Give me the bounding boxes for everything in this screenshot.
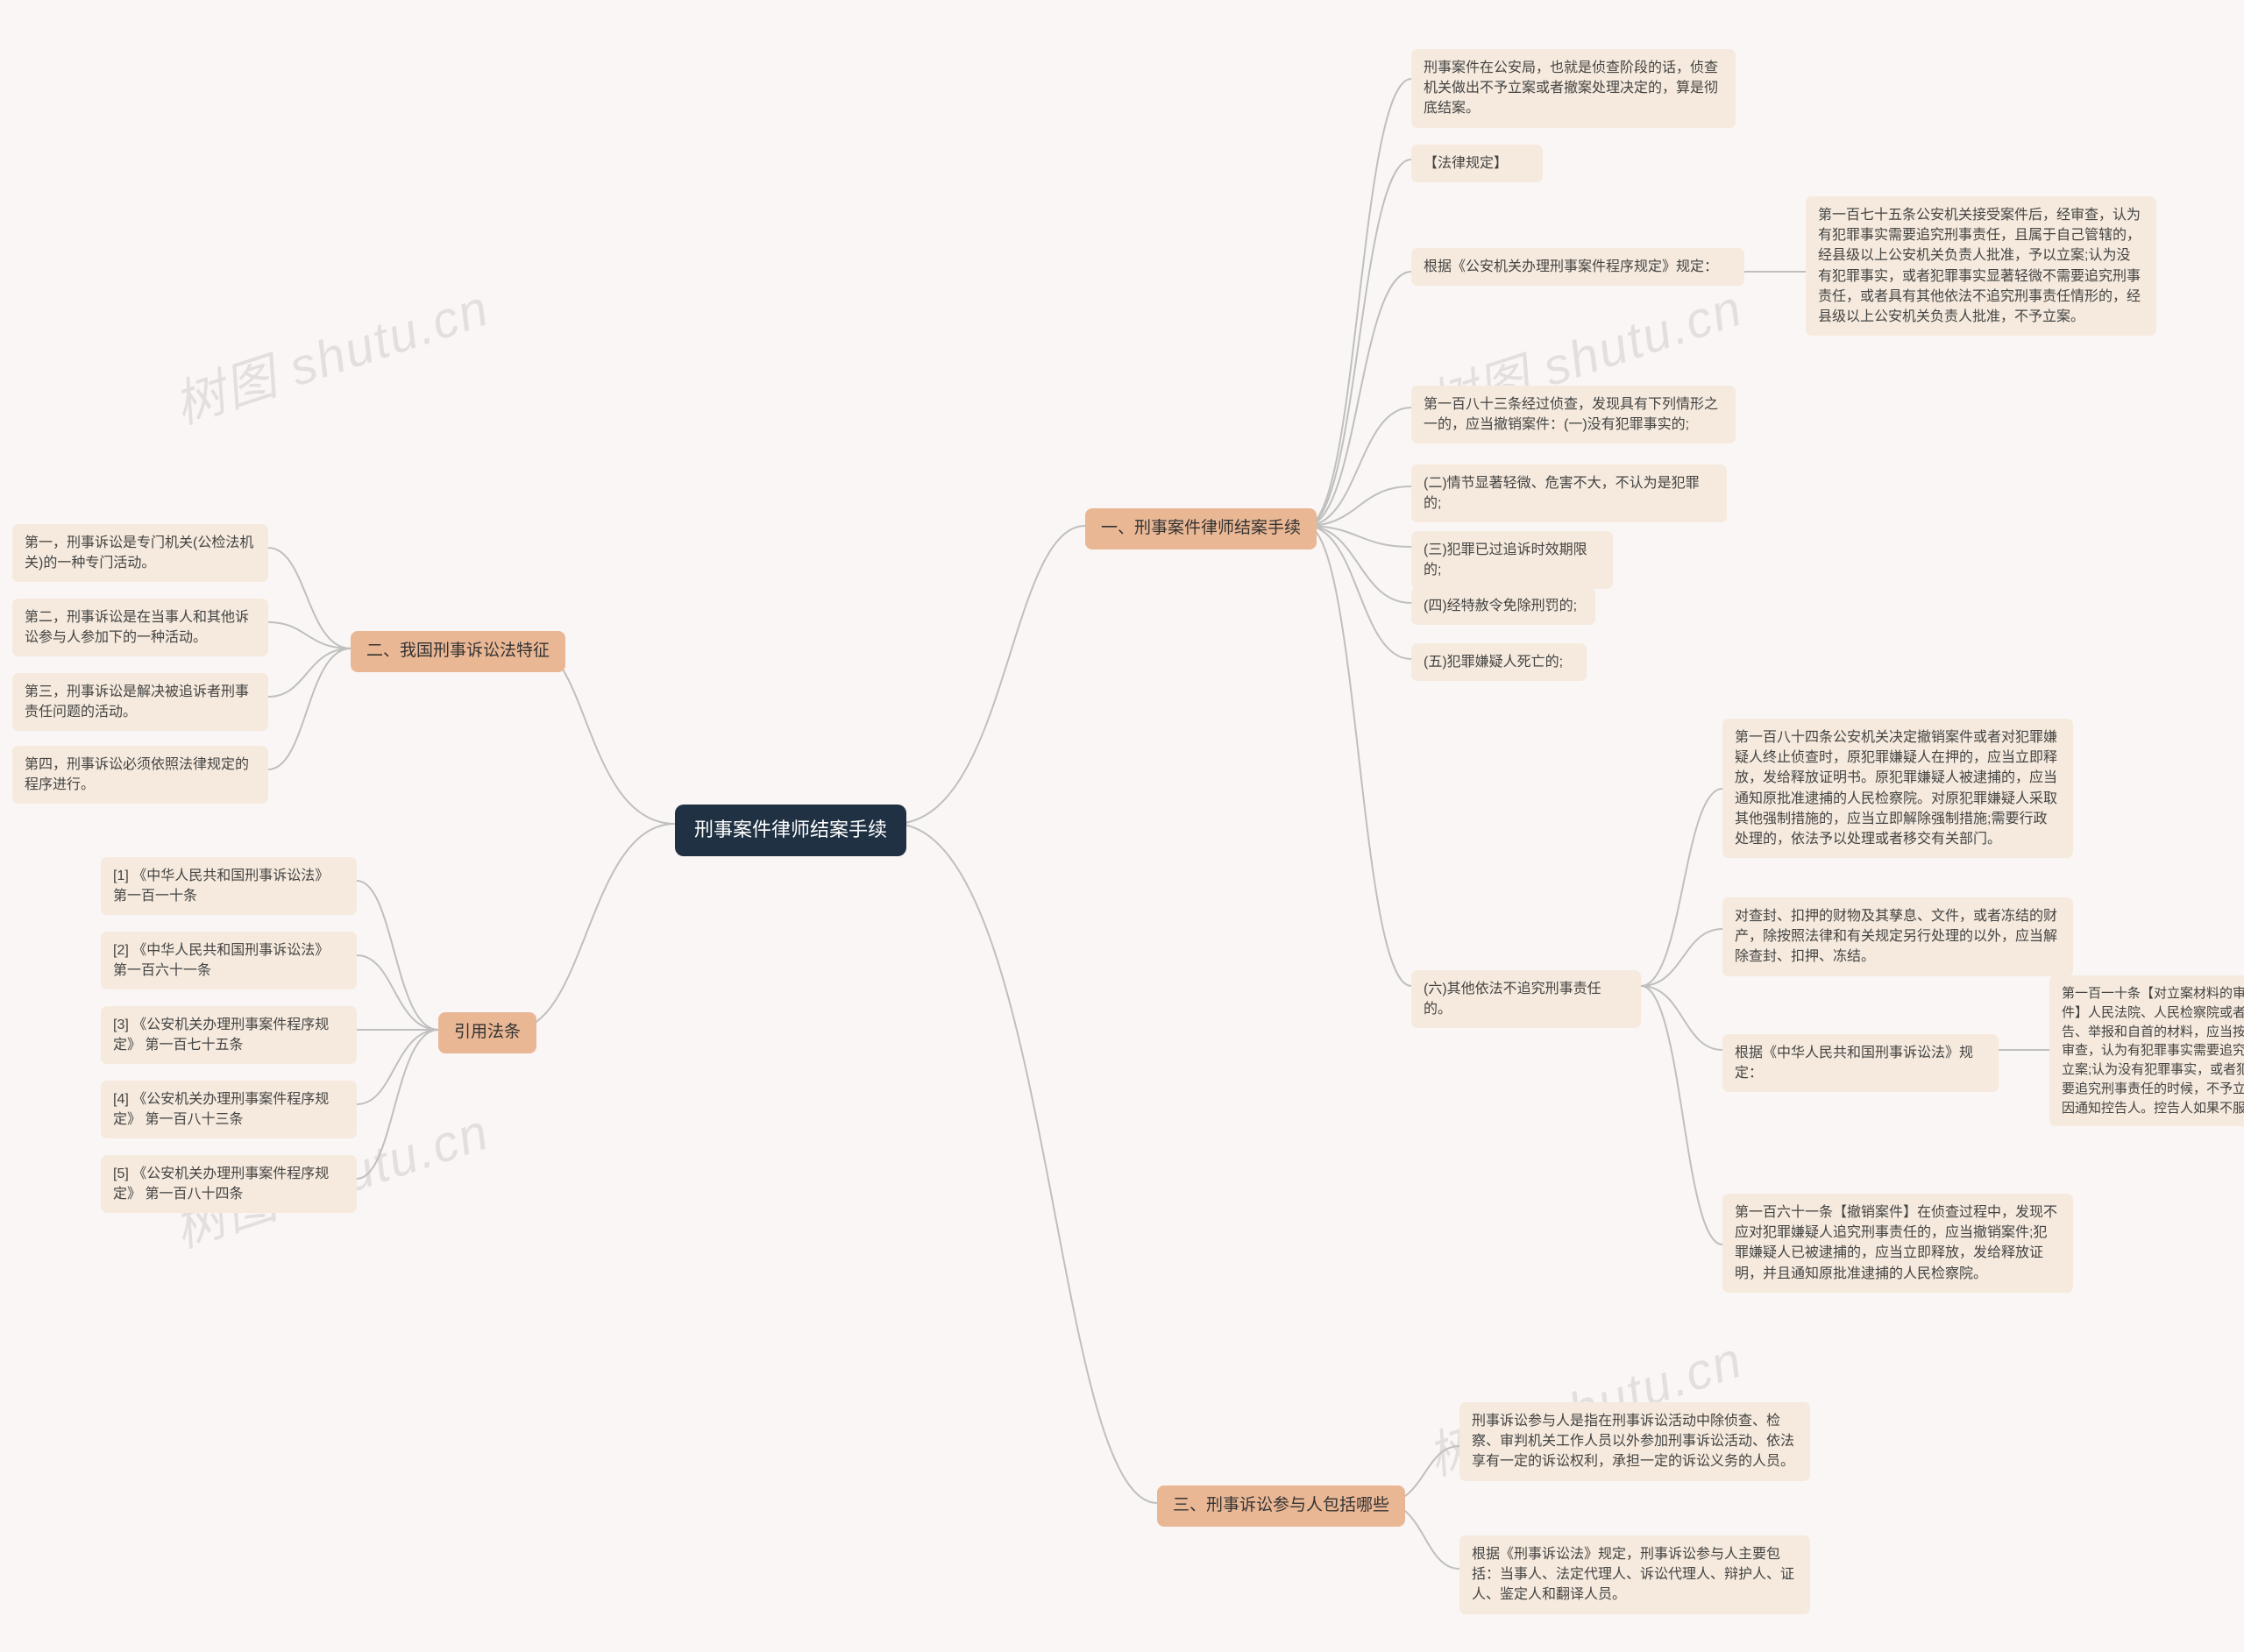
leaf-b1-c4[interactable]: 第一百八十三条经过侦查，发现具有下列情形之一的，应当撤销案件：(一)没有犯罪事实…: [1411, 386, 1736, 443]
leaf-text: 第三，刑事诉讼是解决被追诉者刑事责任问题的活动。: [25, 682, 256, 722]
leaf-text: [4] 《公安机关办理刑事案件程序规定》 第一百八十三条: [113, 1089, 344, 1130]
branch-b3-label: 三、刑事诉讼参与人包括哪些: [1173, 1494, 1389, 1518]
leaf-b1-c9a[interactable]: 第一百八十四条公安机关决定撤销案件或者对犯罪嫌疑人终止侦查时，原犯罪嫌疑人在押的…: [1722, 719, 2073, 858]
leaf-b1-c9[interactable]: (六)其他依法不追究刑事责任的。: [1411, 970, 1641, 1028]
branch-b4[interactable]: 引用法条: [438, 1012, 536, 1053]
leaf-b3-f1[interactable]: 刑事诉讼参与人是指在刑事诉讼活动中除侦查、检察、审判机关工作人员以外参加刑事诉讼…: [1459, 1402, 1810, 1481]
leaf-text: (五)犯罪嫌疑人死亡的;: [1424, 652, 1563, 672]
leaf-b2-d2[interactable]: 第二，刑事诉讼是在当事人和其他诉讼参与人参加下的一种活动。: [12, 599, 268, 656]
leaf-b4-e5[interactable]: [5] 《公安机关办理刑事案件程序规定》 第一百八十四条: [101, 1155, 357, 1213]
leaf-b3-f2[interactable]: 根据《刑事诉讼法》规定，刑事诉讼参与人主要包括：当事人、法定代理人、诉讼代理人、…: [1459, 1535, 1810, 1614]
leaf-text: [3] 《公安机关办理刑事案件程序规定》 第一百七十五条: [113, 1015, 344, 1055]
leaf-b4-e4[interactable]: [4] 《公安机关办理刑事案件程序规定》 第一百八十三条: [101, 1081, 357, 1138]
leaf-b2-d3[interactable]: 第三，刑事诉讼是解决被追诉者刑事责任问题的活动。: [12, 673, 268, 731]
leaf-text: 第一百六十一条【撤销案件】在侦查过程中，发现不应对犯罪嫌疑人追究刑事责任的，应当…: [1735, 1202, 2061, 1284]
leaf-text: 刑事诉讼参与人是指在刑事诉讼活动中除侦查、检察、审判机关工作人员以外参加刑事诉讼…: [1472, 1411, 1798, 1472]
leaf-text: (四)经特赦令免除刑罚的;: [1424, 596, 1577, 616]
leaf-b1-c3-sub[interactable]: 第一百七十五条公安机关接受案件后，经审查，认为有犯罪事实需要追究刑事责任，且属于…: [1806, 196, 2156, 336]
leaf-text: 第一，刑事诉讼是专门机关(公检法机关)的一种专门活动。: [25, 533, 256, 573]
leaf-text: 根据《刑事诉讼法》规定，刑事诉讼参与人主要包括：当事人、法定代理人、诉讼代理人、…: [1472, 1544, 1798, 1606]
branch-b2-label: 二、我国刑事诉讼法特征: [366, 640, 550, 663]
leaf-b1-c9d[interactable]: 第一百六十一条【撤销案件】在侦查过程中，发现不应对犯罪嫌疑人追究刑事责任的，应当…: [1722, 1194, 2073, 1293]
leaf-text: 刑事案件在公安局，也就是侦查阶段的话，侦查机关做出不予立案或者撤案处理决定的，算…: [1424, 58, 1723, 119]
leaf-b2-d4[interactable]: 第四，刑事诉讼必须依照法律规定的程序进行。: [12, 746, 268, 804]
branch-b2[interactable]: 二、我国刑事诉讼法特征: [351, 631, 565, 672]
leaf-b4-e1[interactable]: [1] 《中华人民共和国刑事诉讼法》 第一百一十条: [101, 857, 357, 915]
leaf-b2-d1[interactable]: 第一，刑事诉讼是专门机关(公检法机关)的一种专门活动。: [12, 524, 268, 582]
leaf-text: (二)情节显著轻微、危害不大，不认为是犯罪的;: [1424, 473, 1715, 514]
leaf-text: 第二，刑事诉讼是在当事人和其他诉讼参与人参加下的一种活动。: [25, 607, 256, 648]
leaf-b1-c1[interactable]: 刑事案件在公安局，也就是侦查阶段的话，侦查机关做出不予立案或者撤案处理决定的，算…: [1411, 49, 1736, 128]
leaf-b4-e2[interactable]: [2] 《中华人民共和国刑事诉讼法》 第一百六十一条: [101, 932, 357, 989]
leaf-text: 第一百一十条【对立案材料的审查和处理】【立案的条件】人民法院、人民检察院或者公安…: [2062, 984, 2244, 1117]
leaf-b1-c7[interactable]: (四)经特赦令免除刑罚的;: [1411, 587, 1595, 625]
leaf-b1-c8[interactable]: (五)犯罪嫌疑人死亡的;: [1411, 643, 1587, 681]
leaf-b1-c9c-sub[interactable]: 第一百一十条【对立案材料的审查和处理】【立案的条件】人民法院、人民检察院或者公安…: [2049, 975, 2244, 1126]
leaf-b1-c9b[interactable]: 对查封、扣押的财物及其孳息、文件，或者冻结的财产，除按照法律和有关规定另行处理的…: [1722, 897, 2073, 976]
leaf-text: (六)其他依法不追究刑事责任的。: [1424, 979, 1629, 1019]
root-label: 刑事案件律师结案手续: [694, 817, 887, 844]
leaf-text: 第一百七十五条公安机关接受案件后，经审查，认为有犯罪事实需要追究刑事责任，且属于…: [1818, 205, 2144, 327]
branch-b1[interactable]: 一、刑事案件律师结案手续: [1085, 508, 1317, 549]
watermark: 树图 shutu.cn: [163, 266, 497, 437]
leaf-text: [5] 《公安机关办理刑事案件程序规定》 第一百八十四条: [113, 1164, 344, 1204]
leaf-b1-c3[interactable]: 根据《公安机关办理刑事案件程序规定》规定：: [1411, 248, 1744, 286]
leaf-text: 根据《公安机关办理刑事案件程序规定》规定：: [1424, 257, 1718, 277]
branch-b3[interactable]: 三、刑事诉讼参与人包括哪些: [1157, 1485, 1405, 1527]
leaf-text: 第一百八十三条经过侦查，发现具有下列情形之一的，应当撤销案件：(一)没有犯罪事实…: [1424, 394, 1723, 435]
leaf-text: [1] 《中华人民共和国刑事诉讼法》 第一百一十条: [113, 866, 344, 906]
leaf-text: (三)犯罪已过追诉时效期限的;: [1424, 540, 1601, 580]
leaf-text: 第四，刑事诉讼必须依照法律规定的程序进行。: [25, 755, 256, 795]
leaf-text: [2] 《中华人民共和国刑事诉讼法》 第一百六十一条: [113, 940, 344, 981]
leaf-text: 第一百八十四条公安机关决定撤销案件或者对犯罪嫌疑人终止侦查时，原犯罪嫌疑人在押的…: [1735, 727, 2061, 849]
leaf-b4-e3[interactable]: [3] 《公安机关办理刑事案件程序规定》 第一百七十五条: [101, 1006, 357, 1064]
leaf-b1-c5[interactable]: (二)情节显著轻微、危害不大，不认为是犯罪的;: [1411, 464, 1727, 522]
leaf-text: 【法律规定】: [1424, 153, 1508, 174]
leaf-b1-c2[interactable]: 【法律规定】: [1411, 145, 1543, 182]
leaf-text: 根据《中华人民共和国刑事诉讼法》规定：: [1735, 1043, 1986, 1083]
branch-b4-label: 引用法条: [454, 1021, 521, 1045]
leaf-b1-c9c[interactable]: 根据《中华人民共和国刑事诉讼法》规定：: [1722, 1034, 1999, 1092]
leaf-b1-c6[interactable]: (三)犯罪已过追诉时效期限的;: [1411, 531, 1613, 589]
leaf-text: 对查封、扣押的财物及其孳息、文件，或者冻结的财产，除按照法律和有关规定另行处理的…: [1735, 906, 2061, 968]
root-node[interactable]: 刑事案件律师结案手续: [675, 805, 906, 856]
branch-b1-label: 一、刑事案件律师结案手续: [1101, 517, 1301, 541]
